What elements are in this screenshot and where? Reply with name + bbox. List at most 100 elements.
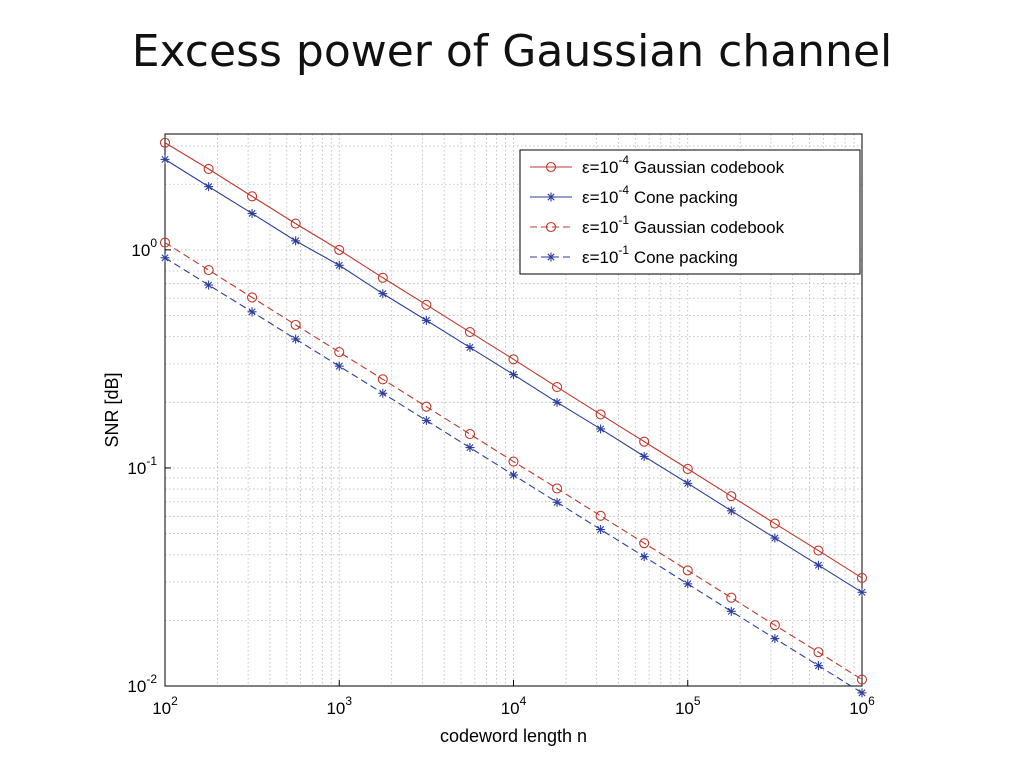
series-2 (160, 154, 867, 597)
data-point (552, 497, 562, 507)
y-tick-label: 10-1 (127, 454, 157, 478)
data-point (595, 510, 606, 521)
data-point (465, 342, 475, 352)
data-point (552, 381, 563, 393)
data-point (856, 674, 868, 685)
data-point (595, 409, 606, 420)
legend-label: ε=10-4 Cone packing (582, 183, 738, 207)
data-point (770, 634, 780, 644)
data-point (464, 326, 475, 338)
x-tick-label: 105 (675, 694, 701, 718)
data-point (508, 456, 519, 467)
data-point (726, 606, 736, 616)
data-point (770, 533, 780, 543)
data-point (813, 661, 823, 671)
legend-marker (546, 192, 556, 202)
data-point (378, 388, 388, 398)
data-point (769, 518, 780, 529)
x-tick-label: 103 (326, 694, 352, 718)
series-layer (159, 137, 868, 698)
data-point (421, 401, 432, 412)
data-point (290, 319, 301, 330)
data-point (813, 560, 823, 570)
data-point (464, 429, 475, 440)
series-line (164, 242, 863, 681)
data-point (204, 280, 214, 290)
data-point (769, 620, 780, 631)
series-1 (159, 137, 868, 583)
data-point (813, 545, 824, 556)
data-point (334, 347, 345, 358)
data-point (683, 478, 693, 488)
data-point (421, 299, 432, 310)
series-4 (160, 253, 867, 698)
data-point (596, 525, 606, 535)
data-point (247, 307, 257, 317)
data-point (159, 237, 171, 248)
data-point (683, 579, 693, 589)
data-point (726, 491, 737, 502)
slide-title: Excess power of Gaussian channel (131, 26, 893, 77)
data-point (204, 182, 214, 192)
data-point (639, 552, 649, 562)
data-point (726, 506, 736, 516)
data-point (639, 436, 650, 447)
y-tick-label: 100 (131, 236, 157, 260)
data-point (726, 592, 737, 603)
data-point (334, 260, 344, 270)
legend-marker (545, 221, 557, 233)
legend-marker (545, 161, 557, 173)
data-point (639, 451, 649, 461)
data-point (291, 236, 301, 246)
data-point (421, 315, 431, 325)
data-point (508, 354, 519, 365)
legend-entry: ε=10-1 Cone packing (530, 243, 738, 267)
data-point (203, 265, 214, 276)
data-point (552, 483, 563, 494)
y-tick-label: 10-2 (127, 672, 157, 696)
legend-label: ε=10-1 Cone packing (582, 243, 738, 267)
data-point (160, 253, 170, 263)
x-tick-label: 106 (849, 694, 875, 718)
data-point (334, 244, 345, 255)
data-point (421, 416, 431, 426)
data-point (377, 374, 388, 385)
data-point (159, 137, 171, 148)
data-point (682, 565, 693, 576)
data-point (596, 424, 606, 434)
data-point (509, 470, 518, 480)
legend-label: ε=10-1 Gaussian codebook (582, 213, 785, 237)
data-point (856, 572, 868, 583)
legend-entry: ε=10-1 Gaussian codebook (530, 213, 785, 237)
legend-entry: ε=10-4 Cone packing (530, 183, 738, 207)
legend-marker (546, 252, 556, 262)
data-point (377, 272, 388, 283)
data-point (247, 191, 258, 202)
data-point (552, 397, 562, 407)
axis-ticks: 102 103 104 105 106 10-2 10-1 100 (127, 236, 875, 718)
series-line (164, 142, 863, 579)
data-point (639, 538, 650, 549)
x-tick-label: 102 (152, 694, 178, 718)
data-point (682, 463, 693, 474)
y-axis-label: SNR [dB] (102, 372, 122, 447)
data-point (203, 163, 214, 175)
data-point (813, 647, 824, 658)
x-tick-label: 104 (501, 694, 527, 718)
data-point (509, 370, 518, 380)
data-point (378, 289, 388, 299)
legend-label: ε=10-4 Gaussian codebook (582, 153, 785, 177)
x-axis-label: codeword length n (440, 726, 587, 746)
series-3 (159, 237, 868, 685)
data-point (160, 154, 170, 164)
data-point (290, 218, 301, 229)
data-point (291, 334, 301, 344)
legend: ε=10-4 Gaussian codebook ε=10-4 Cone pack… (519, 149, 861, 275)
data-point (857, 587, 867, 597)
data-point (334, 361, 344, 371)
data-point (247, 208, 257, 218)
data-point (857, 688, 867, 698)
data-point (465, 443, 475, 453)
legend-entry: ε=10-4 Gaussian codebook (530, 153, 785, 177)
